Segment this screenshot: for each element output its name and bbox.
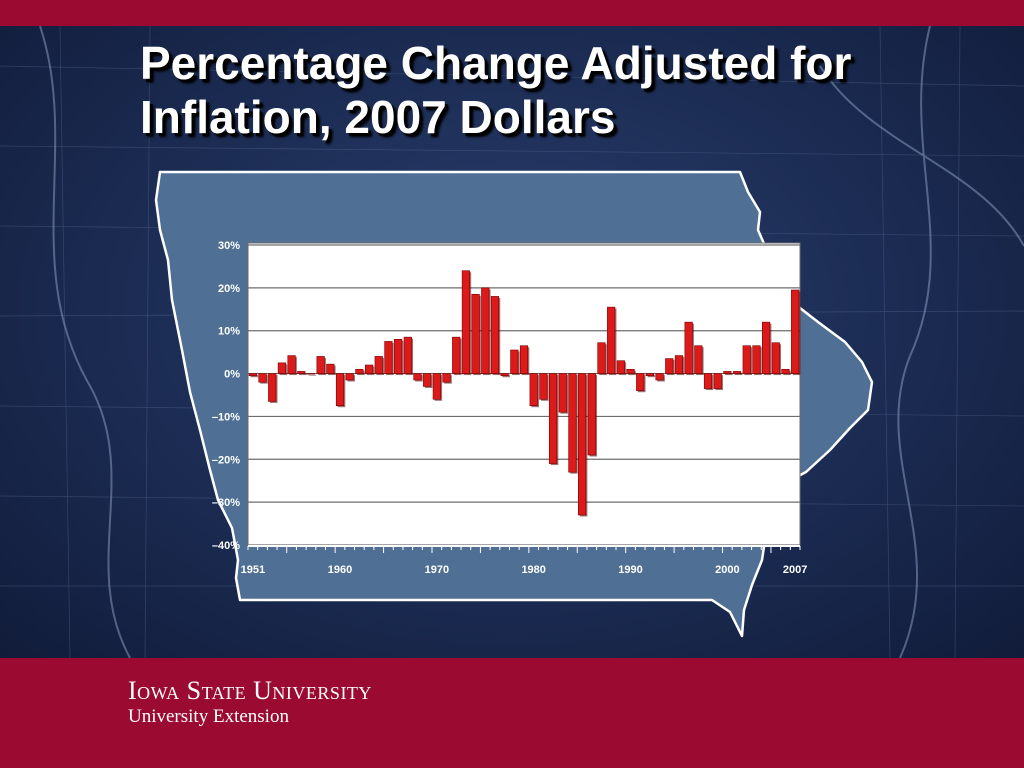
bar: [345, 373, 354, 381]
y-tick-label: –30%: [212, 497, 240, 509]
y-tick-label: –10%: [212, 411, 240, 423]
y-tick-label: 30%: [218, 240, 240, 252]
bar: [723, 371, 732, 374]
bar: [791, 289, 800, 374]
bar: [742, 345, 751, 374]
bar: [355, 368, 364, 374]
bar: [665, 358, 674, 374]
y-tick-label: –20%: [212, 454, 240, 466]
bar: [384, 341, 393, 374]
bar: [519, 345, 529, 374]
bar: [587, 373, 596, 456]
bar: [636, 373, 645, 392]
bar: [626, 368, 635, 374]
bar: [771, 342, 780, 374]
bar: [481, 287, 490, 374]
bar: [500, 373, 509, 377]
x-tick-label: 1990: [618, 564, 642, 576]
bar: [616, 360, 625, 374]
bar: [752, 345, 761, 374]
x-tick-label: 1980: [521, 564, 545, 576]
bar: [394, 338, 403, 374]
axes: [247, 545, 801, 553]
bar: [762, 321, 771, 374]
bar-shadow: [298, 372, 307, 376]
bar: [529, 373, 538, 407]
bar: [674, 355, 684, 374]
y-tick-labels: 30% 20% 10% 0% –10% –20% –30% –40%: [212, 240, 240, 552]
bar: [374, 356, 383, 374]
bar: [539, 373, 548, 400]
bar: [326, 363, 335, 374]
bar: [287, 355, 296, 374]
bar-shadow: [308, 375, 317, 376]
bar: [423, 373, 432, 387]
bar: [248, 373, 257, 377]
bar: [413, 373, 422, 381]
x-tick-label: 1960: [328, 564, 352, 576]
bar: [694, 345, 703, 374]
bar: [335, 373, 345, 407]
bars: [248, 270, 801, 517]
bar: [442, 373, 451, 383]
bar: [452, 336, 461, 374]
bar: [781, 368, 790, 374]
bar-shadow: [725, 372, 733, 376]
bar-shadow: [647, 375, 656, 378]
bar: [316, 356, 325, 374]
y-tick-label: –40%: [212, 540, 240, 552]
bar: [306, 373, 316, 375]
footer-band: [0, 658, 1024, 768]
top-band: [0, 0, 1024, 26]
bar: [490, 296, 500, 374]
bar: [645, 373, 654, 377]
bar-shadow: [502, 375, 510, 378]
y-tick-label: 10%: [218, 326, 240, 338]
bar-shadow: [250, 375, 259, 378]
bar: [732, 371, 742, 374]
bar: [684, 321, 693, 374]
bar: [510, 349, 519, 374]
bar: [297, 371, 306, 374]
slide-title: Percentage Change Adjusted for Inflation…: [140, 37, 852, 143]
bar: [461, 270, 470, 374]
university-wordmark: Iowa State University: [128, 676, 372, 705]
x-tick-label: 1951: [241, 564, 265, 576]
bar: [713, 373, 722, 389]
y-tick-label: 20%: [218, 283, 240, 295]
bar: [607, 306, 616, 374]
bar: [258, 373, 267, 383]
bar: [703, 373, 713, 389]
bar: [277, 362, 286, 374]
bar: [548, 373, 558, 464]
x-tick-label: 2007: [783, 564, 807, 576]
bar: [268, 373, 277, 402]
bar: [655, 373, 664, 381]
bar: [403, 336, 412, 374]
bar: [471, 293, 480, 374]
bar: [578, 373, 587, 516]
bar: [432, 373, 441, 400]
x-tick-label: 2000: [715, 564, 739, 576]
bar-shadow: [734, 372, 743, 376]
x-tick-labels: 1951 1960 1970 1980 1990 2000 2007: [241, 564, 808, 576]
department-name: University Extension: [128, 706, 289, 727]
y-tick-label: 0%: [224, 369, 240, 381]
bar: [558, 373, 567, 413]
bar: [597, 342, 606, 374]
bar: [568, 373, 577, 473]
bar: [364, 364, 374, 374]
x-tick-label: 1970: [425, 564, 449, 576]
